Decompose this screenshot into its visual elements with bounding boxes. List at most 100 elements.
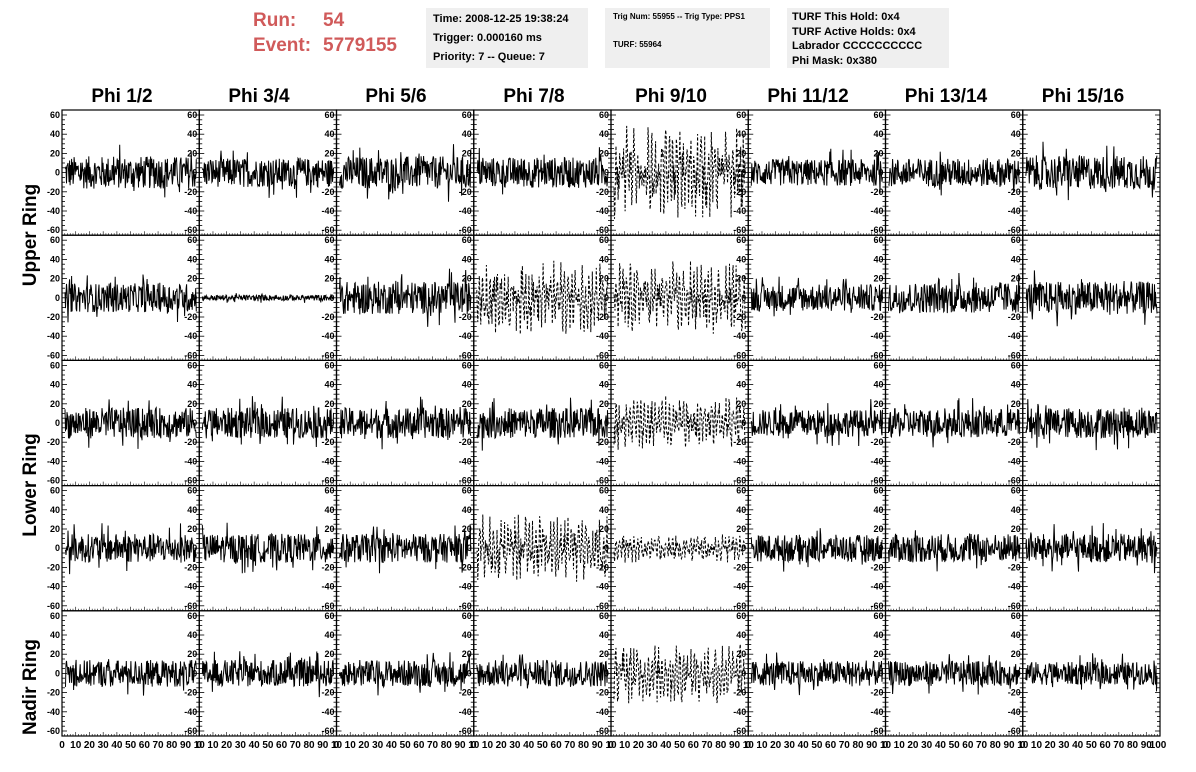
y-tick-label: -60 (321, 350, 334, 360)
waveform-trace (613, 260, 746, 334)
y-tick-label: 40 (50, 630, 60, 640)
y-tick-label: -40 (870, 582, 883, 592)
turf-active-text: TURF Active Holds: 0x4 (792, 25, 916, 38)
y-tick-label: 20 (187, 649, 197, 659)
x-tick-label: 90 (454, 740, 466, 751)
waveform-trace (888, 151, 1021, 196)
y-tick-label: -20 (47, 187, 60, 197)
x-tick-label: 60 (276, 740, 288, 751)
x-tick-label: 30 (784, 740, 796, 751)
y-tick-label: 60 (187, 235, 197, 245)
y-tick-label: -40 (47, 206, 60, 216)
y-tick-label: 40 (873, 129, 883, 139)
y-tick-label: 60 (1011, 235, 1021, 245)
y-tick-label: -60 (321, 225, 334, 235)
waveform-trace (613, 125, 746, 219)
y-tick-label: 20 (50, 399, 60, 409)
run-event-header: Run: 54 Event: 5779155 (253, 8, 397, 58)
x-tick-label: 10 (70, 740, 82, 751)
trig-info-box: Trig Num: 55955 -- Trig Type: PPS1 TURF:… (605, 8, 770, 68)
x-tick-label: 80 (578, 740, 590, 751)
y-tick-label: 20 (873, 399, 883, 409)
y-tick-label: 20 (462, 399, 472, 409)
y-tick-label: -20 (47, 562, 60, 572)
y-tick-label: 60 (462, 110, 472, 120)
column-header-phi-15-16: Phi 15/16 (1041, 86, 1125, 107)
y-tick-label: -40 (459, 206, 472, 216)
y-tick-label: 40 (50, 254, 60, 264)
y-tick-label: 40 (873, 380, 883, 390)
y-tick-label: 20 (1011, 524, 1021, 534)
waveform-trace (888, 398, 1021, 448)
y-tick-label: 20 (50, 524, 60, 534)
y-tick-label: -60 (47, 225, 60, 235)
trigger-text: Trigger: 0.000160 ms (433, 32, 542, 44)
y-tick-label: -20 (459, 437, 472, 447)
y-tick-label: 40 (599, 380, 609, 390)
y-tick-label: 60 (599, 110, 609, 120)
x-tick-label: 80 (715, 740, 727, 751)
y-tick-label: 20 (187, 524, 197, 534)
x-tick-label: 10 (605, 740, 617, 751)
y-tick-label: -40 (596, 707, 609, 717)
phi-mask-text: Phi Mask: 0x380 (792, 54, 877, 67)
x-tick-label: 0 (196, 740, 202, 751)
y-tick-label: -40 (321, 456, 334, 466)
waveform-trace (339, 144, 472, 202)
y-tick-label: 40 (736, 129, 746, 139)
y-tick-label: 20 (462, 274, 472, 284)
y-tick-label: 0 (878, 543, 883, 553)
y-tick-label: 40 (462, 129, 472, 139)
x-tick-label: 60 (962, 740, 974, 751)
y-tick-label: 40 (873, 505, 883, 515)
y-tick-label: -40 (184, 707, 197, 717)
y-tick-label: 0 (878, 293, 883, 303)
x-tick-label: 30 (98, 740, 110, 751)
y-tick-label: -60 (870, 350, 883, 360)
y-tick-label: 0 (878, 168, 883, 178)
x-tick-label: 90 (1003, 740, 1015, 751)
y-tick-label: 60 (599, 360, 609, 370)
y-tick-label: -60 (733, 476, 746, 486)
x-tick-label: 90 (317, 740, 329, 751)
y-tick-label: 0 (604, 668, 609, 678)
y-tick-label: -60 (870, 476, 883, 486)
x-tick-label: 0 (745, 740, 751, 751)
y-tick-label: -20 (184, 437, 197, 447)
x-tick-label: 80 (990, 740, 1002, 751)
y-tick-label: 60 (1011, 486, 1021, 496)
y-tick-label: 60 (50, 486, 60, 496)
x-tick-label: 50 (125, 740, 137, 751)
y-tick-label: 0 (329, 168, 334, 178)
x-tick-label: 30 (921, 740, 933, 751)
y-tick-label: 60 (50, 110, 60, 120)
y-tick-label: 0 (55, 293, 60, 303)
y-tick-label: -20 (733, 187, 746, 197)
y-tick-label: 20 (1011, 399, 1021, 409)
y-tick-label: -20 (459, 562, 472, 572)
y-tick-label: 60 (462, 486, 472, 496)
y-tick-label: 40 (187, 630, 197, 640)
x-tick-label: 80 (166, 740, 178, 751)
x-tick-label: 20 (84, 740, 96, 751)
waveform-trace (888, 654, 1021, 695)
y-tick-label: 40 (324, 254, 334, 264)
x-tick-label: 70 (564, 740, 576, 751)
y-tick-label: -20 (184, 187, 197, 197)
y-tick-label: -60 (870, 601, 883, 611)
y-tick-label: -40 (184, 331, 197, 341)
y-tick-label: -40 (184, 456, 197, 466)
x-tick-label: 30 (509, 740, 521, 751)
y-tick-label: -40 (733, 206, 746, 216)
x-tick-label: 10 (207, 740, 219, 751)
waveform-trace (1025, 653, 1158, 692)
y-tick-label: 0 (467, 543, 472, 553)
column-header-phi-3-4: Phi 3/4 (228, 86, 290, 107)
waveform-trace (888, 530, 1021, 572)
x-tick-label: 70 (976, 740, 988, 751)
y-tick-label: 40 (50, 129, 60, 139)
x-tick-label: 10 (1031, 740, 1043, 751)
y-tick-label: -40 (870, 206, 883, 216)
waveform-trace (750, 399, 883, 447)
x-tick-label: 80 (852, 740, 864, 751)
